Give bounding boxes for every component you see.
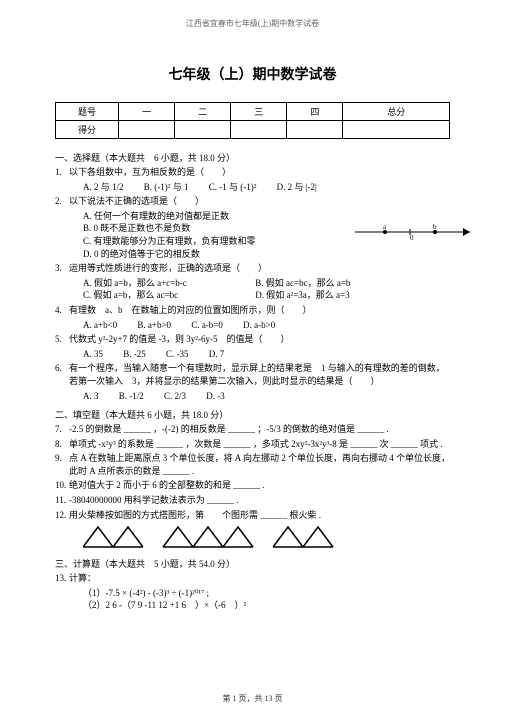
- qtext: 以下说法不正确的选项是（ ）: [69, 196, 204, 206]
- opt-c: C. a-b=0: [191, 319, 223, 332]
- opt-c: C. -1 与 (-1)²: [209, 181, 257, 194]
- question-3: 3. 运用等式性质进行的变形，正确的选项是（ ）: [55, 262, 450, 275]
- qnum: 11.: [55, 494, 66, 507]
- opt-a: A. 假如 a=b，那么 a+c=b-c: [83, 277, 253, 290]
- qnum: 4.: [55, 304, 62, 317]
- opt-c: C. -35: [166, 348, 189, 361]
- th-3: 三: [231, 103, 287, 121]
- opt-d: D. 2 与 |-2|: [277, 181, 317, 194]
- opt-d: D. 7: [209, 348, 225, 361]
- qtext: 绝对值大于 2 而小于 6 的全部整数的和是 ______ .: [69, 480, 265, 490]
- question-13: 13.计算：: [55, 572, 450, 585]
- qtext: 计算：: [69, 573, 96, 583]
- question-4: 4. 有理数 a、b 在数轴上的对应的位置如图所示，则（ ）: [55, 304, 450, 317]
- question-7: 7. -2.5 的倒数是 ______ ，-(-2) 的相反数是 ______ ；…: [55, 423, 450, 436]
- opt-a: A. 3: [83, 390, 99, 403]
- th-2: 二: [175, 103, 231, 121]
- qnum: 2.: [55, 195, 62, 208]
- qtext: -38040000000 用科学记数法表示为 ______ .: [69, 495, 239, 505]
- td-2: [175, 121, 231, 139]
- svg-text:b: b: [433, 223, 437, 231]
- qnum: 1.: [55, 166, 62, 179]
- opt-b: B. 假如 ac=bc，那么 a=b: [255, 278, 350, 288]
- question-10: 10.绝对值大于 2 而小于 6 的全部整数的和是 ______ .: [55, 479, 450, 492]
- q3-line2: C. 假如 a=b，那么 ac=bc D. 假如 a²=3a，那么 a=3: [55, 289, 450, 302]
- opt-b: B. -25: [123, 348, 146, 361]
- q13-sub2: （2）2 6 -（7 9 -11 12 +1 6 ）×（-6 ）²: [55, 599, 450, 612]
- svg-text:0: 0: [410, 234, 414, 242]
- q13-sub1: （1）-7.5 × (-4²) - (-3)³ ÷ (-1)²⁰¹⁷ ;: [55, 587, 450, 600]
- page-footer: 第 1 页，共 13 页: [0, 693, 505, 704]
- question-6: 6. 有一个程序，当输入随意一个有理数时，显示屏上的结果老是 1 与输入的有理数的…: [55, 362, 450, 387]
- matchstick-figure: [83, 525, 450, 549]
- td-3: [231, 121, 287, 139]
- qtext: 点 A 在数轴上距离原点 3 个单位长度，将 A 向左挪动 2 个单位长度，再向…: [69, 453, 450, 476]
- question-11: 11.-38040000000 用科学记数法表示为 ______ .: [55, 494, 450, 507]
- opt-a: A. 2 与 1/2: [83, 181, 124, 194]
- svg-text:a: a: [383, 223, 387, 231]
- number-line-figure: a 0 b: [355, 222, 475, 242]
- opt-b: B. a+b>0: [137, 319, 171, 332]
- q5-options: A. 35 B. -25 C. -35 D. 7: [55, 348, 450, 361]
- th-1: 一: [119, 103, 175, 121]
- qnum: 6.: [55, 362, 62, 375]
- qtext: -2.5 的倒数是 ______ ，-(-2) 的相反数是 ______ ；-5…: [69, 424, 389, 434]
- qnum: 13.: [55, 572, 66, 585]
- qnum: 3.: [55, 262, 62, 275]
- qnum: 10.: [55, 479, 66, 492]
- opt-d: D. -3: [206, 390, 225, 403]
- qtext: 以下各组数中，互为相反数的是（ ）: [69, 167, 231, 177]
- td-4: [287, 121, 343, 139]
- opt-a: A. 35: [83, 348, 103, 361]
- th-label: 题号: [56, 103, 119, 121]
- qnum: 5.: [55, 333, 62, 346]
- qtext: 运用等式性质进行的变形，正确的选项是（ ）: [69, 263, 267, 273]
- q6-options: A. 3 B. -1/2 C. 2/3 D. -3: [55, 390, 450, 403]
- section-1-heading: 一、选择题（本大题共 6 小题，共 18.0 分）: [55, 151, 450, 164]
- qnum: 7.: [55, 423, 62, 436]
- qtext: 有理数 a、b 在数轴上的对应的位置如图所示，则（ ）: [69, 305, 312, 315]
- opt-b: B. (-1)² 与 1: [144, 181, 189, 194]
- doc-title: 七年级（上）期中数学试卷: [55, 64, 450, 84]
- q2-a: A. 任何一个有理数的绝对值都是正数: [55, 210, 450, 223]
- th-4: 四: [287, 103, 343, 121]
- q2-d: D. 0 的绝对值等于它的相反数: [55, 248, 450, 261]
- question-9: 9. 点 A 在数轴上距离原点 3 个单位长度，将 A 向左挪动 2 个单位长度，…: [55, 452, 450, 477]
- question-8: 8. 单项式 -x²y³ 的系数是 ______ ，次数是 ______ ，多项式…: [55, 438, 450, 451]
- opt-d: D. 假如 a²=3a，那么 a=3: [255, 290, 349, 300]
- question-1: 1. 以下各组数中，互为相反数的是（ ）: [55, 166, 450, 179]
- th-total: 总分: [343, 103, 450, 121]
- q4-options: A. a+b<0 B. a+b>0 C. a-b=0 D. a-b>0: [55, 319, 450, 332]
- qnum: 9.: [55, 452, 62, 465]
- q1-options: A. 2 与 1/2 B. (-1)² 与 1 C. -1 与 (-1)² D.…: [55, 181, 450, 194]
- opt-a: A. a+b<0: [83, 319, 117, 332]
- td-1: [119, 121, 175, 139]
- opt-c: C. 假如 a=b，那么 ac=bc: [83, 289, 253, 302]
- section-2-heading: 二、填空题（本大题共 6 小题，共 18.0 分）: [55, 408, 450, 421]
- td-label: 得分: [56, 121, 119, 139]
- qtext: 单项式 -x²y³ 的系数是 ______ ，次数是 ______ ，多项式 2…: [69, 439, 442, 449]
- td-total: [343, 121, 450, 139]
- score-table: 题号 一 二 三 四 总分 得分: [55, 102, 450, 139]
- qnum: 12.: [55, 509, 66, 522]
- question-2: 2. 以下说法不正确的选项是（ ）: [55, 195, 450, 208]
- q3-line1: A. 假如 a=b，那么 a+c=b-c B. 假如 ac=bc，那么 a=b: [55, 277, 450, 290]
- opt-b: B. -1/2: [119, 390, 144, 403]
- question-12: 12.用火柴棒按如图的方式搭图形，第 个图形需 ______ 根火柴 .: [55, 509, 450, 522]
- opt-c: C. 2/3: [164, 390, 186, 403]
- doc-header: 江西省宜春市七年级(上)期中数学试卷: [55, 18, 450, 29]
- qnum: 8.: [55, 438, 62, 451]
- qtext: 用火柴棒按如图的方式搭图形，第 个图形需 ______ 根火柴 .: [69, 510, 321, 520]
- qtext: 代数式 y²-2y+7 的值是 -3，则 3y²-6y-5 的值是（ ）: [69, 334, 289, 344]
- question-5: 5. 代数式 y²-2y+7 的值是 -3，则 3y²-6y-5 的值是（ ）: [55, 333, 450, 346]
- qtext: 有一个程序，当输入随意一个有理数时，显示屏上的结果老是 1 与输入的有理数的差的…: [69, 363, 445, 386]
- opt-d: D. a-b>0: [243, 319, 275, 332]
- section-3-heading: 三、计算题（本大题共 5 小题，共 54.0 分）: [55, 557, 450, 570]
